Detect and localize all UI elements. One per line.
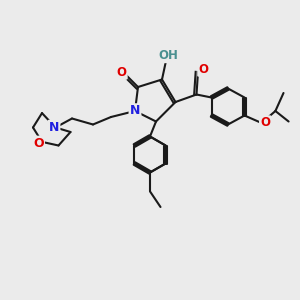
Text: O: O [260,116,270,130]
Text: N: N [49,121,59,134]
Text: OH: OH [158,49,178,62]
Text: O: O [33,137,44,150]
Text: O: O [116,65,127,79]
Text: O: O [198,62,208,76]
Text: N: N [130,104,140,118]
